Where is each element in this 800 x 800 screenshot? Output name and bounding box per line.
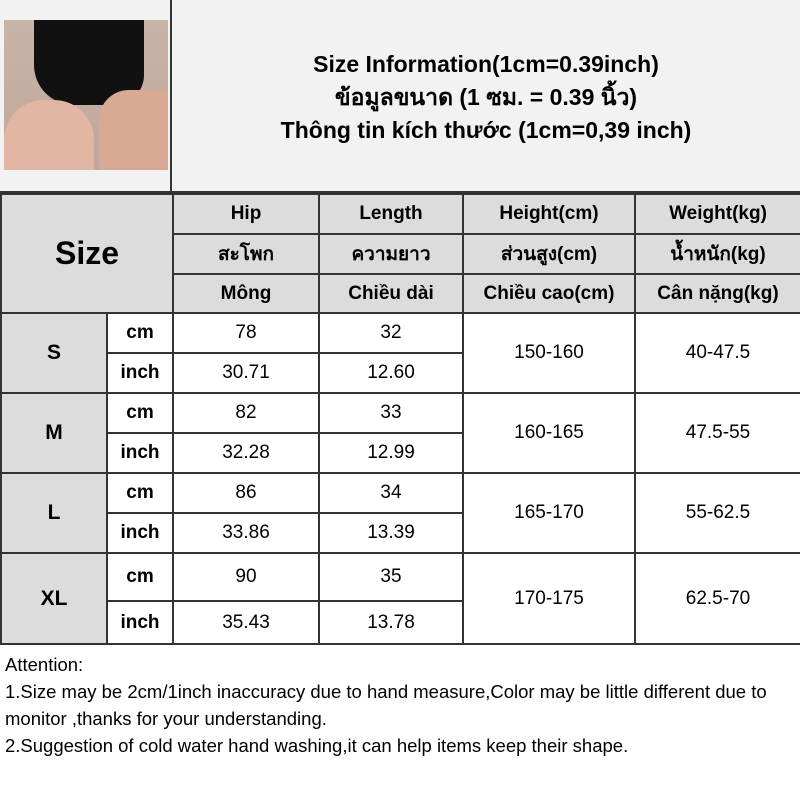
length-value: 32: [318, 312, 464, 354]
hip-value: 86: [172, 472, 320, 514]
size-label: S: [0, 312, 108, 394]
height-value: 170-175: [462, 552, 636, 645]
column-header: น้ำหนัก(kg): [634, 233, 800, 275]
header-row: Mông Chiều dài Chiều cao(cm) Cân nặng(kg): [1, 273, 800, 314]
hip-value: 82: [172, 392, 320, 434]
table-row: XL cm 90 35 170-175 62.5-70: [0, 552, 800, 645]
hip-value: 78: [172, 312, 320, 354]
header-row: Size Hip Length Height(cm) Weight(kg): [0, 193, 800, 314]
weight-value: 47.5-55: [634, 392, 800, 474]
length-value: 34: [318, 472, 464, 514]
column-header: ส่วนสูง(cm): [462, 233, 636, 275]
length-value: 35: [318, 552, 464, 602]
length-value: 33: [318, 392, 464, 434]
length-value: 12.60: [318, 352, 464, 394]
column-header: Hip: [172, 193, 320, 235]
column-header: Weight(kg): [634, 193, 800, 235]
attention-note-2: 2.Suggestion of cold water hand washing,…: [5, 735, 629, 756]
column-header: Mông: [172, 273, 320, 314]
unit-label: cm: [106, 552, 174, 602]
unit-label: inch: [106, 600, 174, 645]
size-label: XL: [0, 552, 108, 645]
header-row: สะโพก ความยาว ส่วนสูง(cm) น้ำหนัก(kg): [1, 233, 800, 275]
length-value: 12.99: [318, 432, 464, 474]
height-value: 150-160: [462, 312, 636, 394]
column-header: Length: [318, 193, 464, 235]
weight-value: 62.5-70: [634, 552, 800, 645]
height-value: 165-170: [462, 472, 636, 554]
unit-label: cm: [106, 472, 174, 514]
table-row: L cm 86 34 165-170 55-62.5: [0, 472, 800, 554]
size-label: L: [0, 472, 108, 554]
table-row: S cm 78 32 150-160 40-47.5: [0, 312, 800, 394]
unit-label: cm: [106, 392, 174, 434]
table-row: inch 30.71 12.60: [1, 352, 800, 394]
unit-label: cm: [106, 312, 174, 354]
column-header: Chiều cao(cm): [462, 273, 636, 314]
size-header: Size: [0, 193, 174, 314]
hip-value: 30.71: [172, 352, 320, 394]
hip-value: 32.28: [172, 432, 320, 474]
unit-label: inch: [106, 432, 174, 474]
size-label: M: [0, 392, 108, 474]
height-value: 160-165: [462, 392, 636, 474]
length-value: 13.39: [318, 512, 464, 554]
title-thai: ข้อมูลขนาด (1 ซม. = 0.39 นิ้ว): [334, 84, 638, 110]
column-header: Cân nặng(kg): [634, 273, 800, 314]
hip-value: 35.43: [172, 600, 320, 645]
title-vietnamese: Thông tin kích thước (1cm=0,39 inch): [280, 117, 692, 143]
attention-heading: Attention:: [5, 654, 84, 675]
length-value: 13.78: [318, 600, 464, 645]
hip-value: 90: [172, 552, 320, 602]
table-row: M cm 82 33 160-165 47.5-55: [0, 392, 800, 474]
column-header: ความยาว: [318, 233, 464, 275]
weight-value: 40-47.5: [634, 312, 800, 394]
table-row: inch 32.28 12.99: [1, 432, 800, 474]
table-row: inch 35.43 13.78: [1, 600, 800, 645]
title-english: Size Information(1cm=0.39inch): [313, 51, 659, 77]
table-row: inch 33.86 13.39: [1, 512, 800, 554]
attention-note-1: 1.Size may be 2cm/1inch inaccuracy due t…: [5, 681, 767, 729]
column-header: สะโพก: [172, 233, 320, 275]
size-info-title: Size Information(1cm=0.39inch) ข้อมูลขนา…: [172, 0, 800, 193]
unit-label: inch: [106, 512, 174, 554]
hip-value: 33.86: [172, 512, 320, 554]
size-table: Size Hip Length Height(cm) Weight(kg) สะโพก คว…: [0, 193, 800, 645]
unit-label: inch: [106, 352, 174, 394]
product-photo: [0, 0, 172, 193]
attention-notes: Attention: 1.Size may be 2cm/1inch inacc…: [0, 643, 800, 800]
column-header: Height(cm): [462, 193, 636, 235]
weight-value: 55-62.5: [634, 472, 800, 554]
column-header: Chiều dài: [318, 273, 464, 314]
